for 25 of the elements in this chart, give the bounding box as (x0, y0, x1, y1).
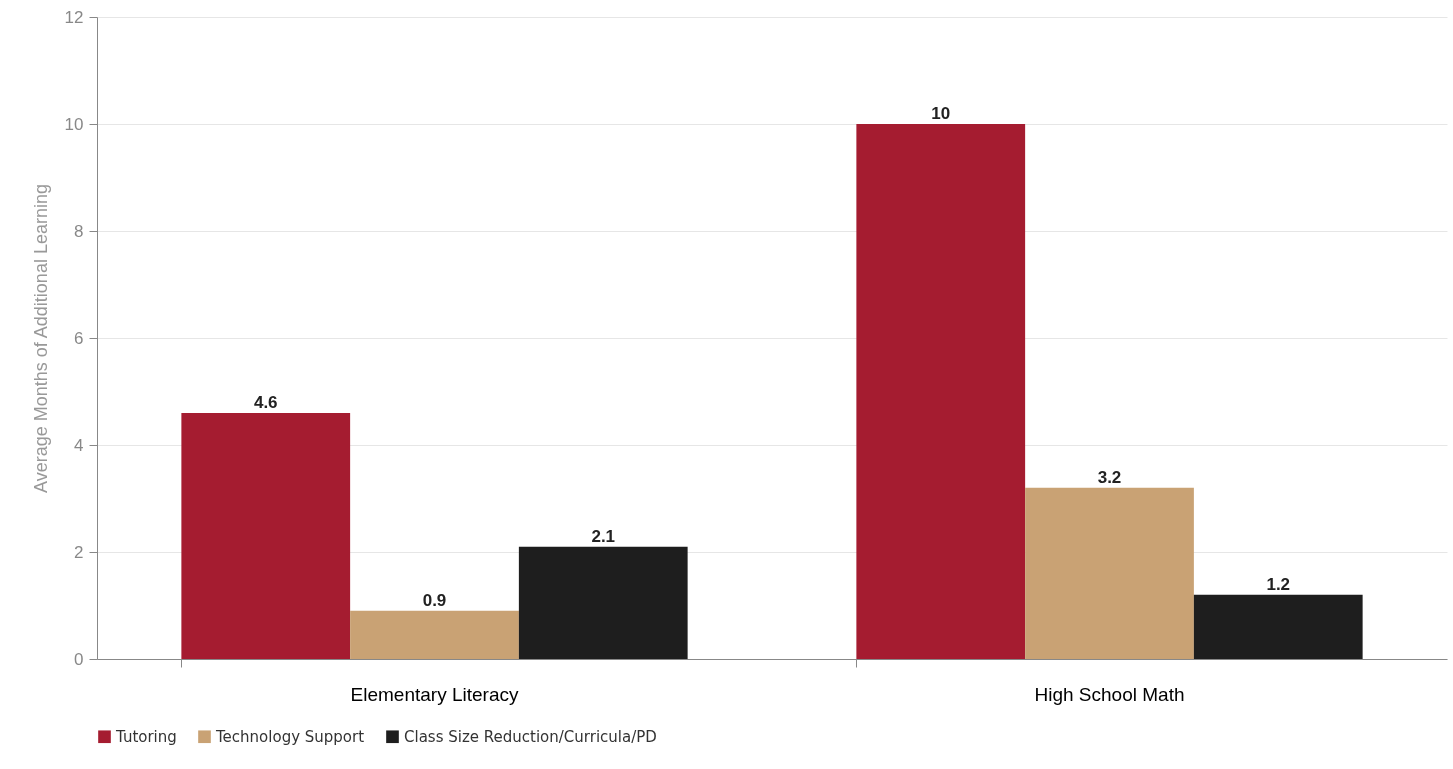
data-label: 3.2 (1097, 467, 1122, 487)
data-label: 10 (931, 104, 951, 123)
bar (856, 124, 1026, 659)
bar (518, 546, 688, 659)
legend-label: Tutoring (115, 727, 177, 746)
y-tick-label: 0 (74, 649, 84, 669)
data-label: 1.2 (1266, 574, 1291, 594)
data-label: 0.9 (422, 590, 447, 610)
y-tick-label: 2 (74, 542, 84, 562)
bar (1025, 487, 1194, 659)
x-tick-label: Elementary Literacy (350, 683, 519, 705)
y-tick-label: 4 (74, 435, 84, 455)
y-tick-label: 8 (74, 221, 84, 241)
data-label: 4.6 (253, 392, 278, 412)
bar (1193, 594, 1363, 659)
bar (181, 412, 351, 659)
legend-label: Technology Support (215, 727, 365, 746)
y-tick-label: 10 (64, 114, 84, 134)
legend-label: Class Size Reduction/Curricula/PD (404, 727, 657, 746)
y-axis-title: Average Months of Additional Learning (30, 184, 51, 493)
y-tick-label: 6 (74, 328, 84, 348)
bar (350, 610, 519, 659)
x-tick-label: High School Math (1034, 683, 1185, 705)
y-tick-label: 12 (64, 7, 84, 27)
data-label: 2.1 (591, 526, 616, 546)
